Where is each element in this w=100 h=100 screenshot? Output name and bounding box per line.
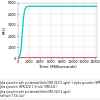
Alpha synuclein with pre-formed fibrils (SPR-322) 5 ug/ml: [21, 57, 23, 58]
Alpha synuclein with pre-formed fibrils (SPR-322) 5 ug/ml: [56, 57, 57, 58]
Alpha synuclein (SPR-321) 1 % (v/v) (SPR-321): [17, 57, 19, 58]
Alpha synuclein (SPR-321) 1 % (v/v) (SPR-321): [56, 57, 57, 58]
Alpha synuclein with pre-formed fibrils (SPR-322) 5 ug/ml + alpha synuclein (SPR-321) 100ug/ml: [54, 6, 55, 7]
Y-axis label: RFU: RFU: [2, 27, 6, 34]
Alpha synuclein (SPR-321) 1 % (v/v) (SPR-321): [96, 57, 98, 58]
ThioFlavin T 1% (v/v): [54, 57, 55, 58]
Alpha synuclein with pre-formed fibrils (SPR-322) 5 ug/ml: [80, 57, 81, 58]
ThioFlavin T 1% (v/v): [96, 57, 98, 58]
Alpha synuclein (SPR-321) 1 % (v/v) (SPR-321): [94, 57, 95, 58]
Alpha synuclein with pre-formed fibrils (SPR-322) 5 ug/ml + alpha synuclein (SPR-321) 100ug/ml: [96, 6, 98, 7]
ThioFlavin T 1% (v/v): [94, 57, 95, 58]
Alpha synuclein with pre-formed fibrils (SPR-322) 5 ug/ml: [96, 57, 98, 58]
Alpha synuclein (SPR-321) 1 % (v/v) (SPR-321): [94, 57, 95, 58]
Alpha synuclein with pre-formed fibrils (SPR-322) 5 ug/ml + alpha synuclein (SPR-321) 100ug/ml: [80, 6, 81, 7]
Alpha synuclein with pre-formed fibrils (SPR-322) 5 ug/ml + alpha synuclein (SPR-321) 100ug/ml: [56, 6, 57, 7]
ThioFlavin T 1% (v/v): [17, 57, 19, 58]
Alpha synuclein (SPR-321) 1 % (v/v) (SPR-321): [21, 57, 23, 58]
Alpha synuclein with pre-formed fibrils (SPR-322) 5 ug/ml + alpha synuclein (SPR-321) 100ug/ml: [94, 6, 95, 7]
Alpha synuclein with pre-formed fibrils (SPR-322) 5 ug/ml + alpha synuclein (SPR-321) 100ug/ml: [21, 36, 23, 38]
Alpha synuclein with pre-formed fibrils (SPR-322) 5 ug/ml: [94, 57, 95, 58]
Alpha synuclein with pre-formed fibrils (SPR-322) 5 ug/ml + alpha synuclein (SPR-321) 100ug/ml: [17, 57, 19, 58]
Alpha synuclein with pre-formed fibrils (SPR-322) 5 ug/ml + alpha synuclein (SPR-321) 100ug/ml: [94, 6, 95, 7]
Legend: Alpha synuclein with pre-formed fibrils (SPR-322) 5 ug/ml + alpha synuclein (SPR: Alpha synuclein with pre-formed fibrils …: [0, 80, 100, 99]
Alpha synuclein (SPR-321) 1 % (v/v) (SPR-321): [80, 57, 81, 58]
Alpha synuclein with pre-formed fibrils (SPR-322) 5 ug/ml: [94, 57, 95, 58]
Alpha synuclein (SPR-321) 1 % (v/v) (SPR-321): [54, 57, 55, 58]
ThioFlavin T 1% (v/v): [21, 57, 23, 58]
ThioFlavin T 1% (v/v): [94, 57, 95, 58]
X-axis label: Time (Milliseconds): Time (Milliseconds): [39, 65, 76, 69]
Alpha synuclein with pre-formed fibrils (SPR-322) 5 ug/ml: [17, 57, 19, 58]
Alpha synuclein with pre-formed fibrils (SPR-322) 5 ug/ml: [54, 57, 55, 58]
Alpha synuclein with pre-formed fibrils (SPR-322) 5 ug/ml + alpha synuclein (SPR-321) 100ug/ml: [55, 6, 57, 7]
ThioFlavin T 1% (v/v): [56, 57, 57, 58]
Line: Alpha synuclein with pre-formed fibrils (SPR-322) 5 ug/ml + alpha synuclein (SPR-321) 100ug/ml: Alpha synuclein with pre-formed fibrils …: [18, 6, 97, 58]
ThioFlavin T 1% (v/v): [80, 57, 81, 58]
